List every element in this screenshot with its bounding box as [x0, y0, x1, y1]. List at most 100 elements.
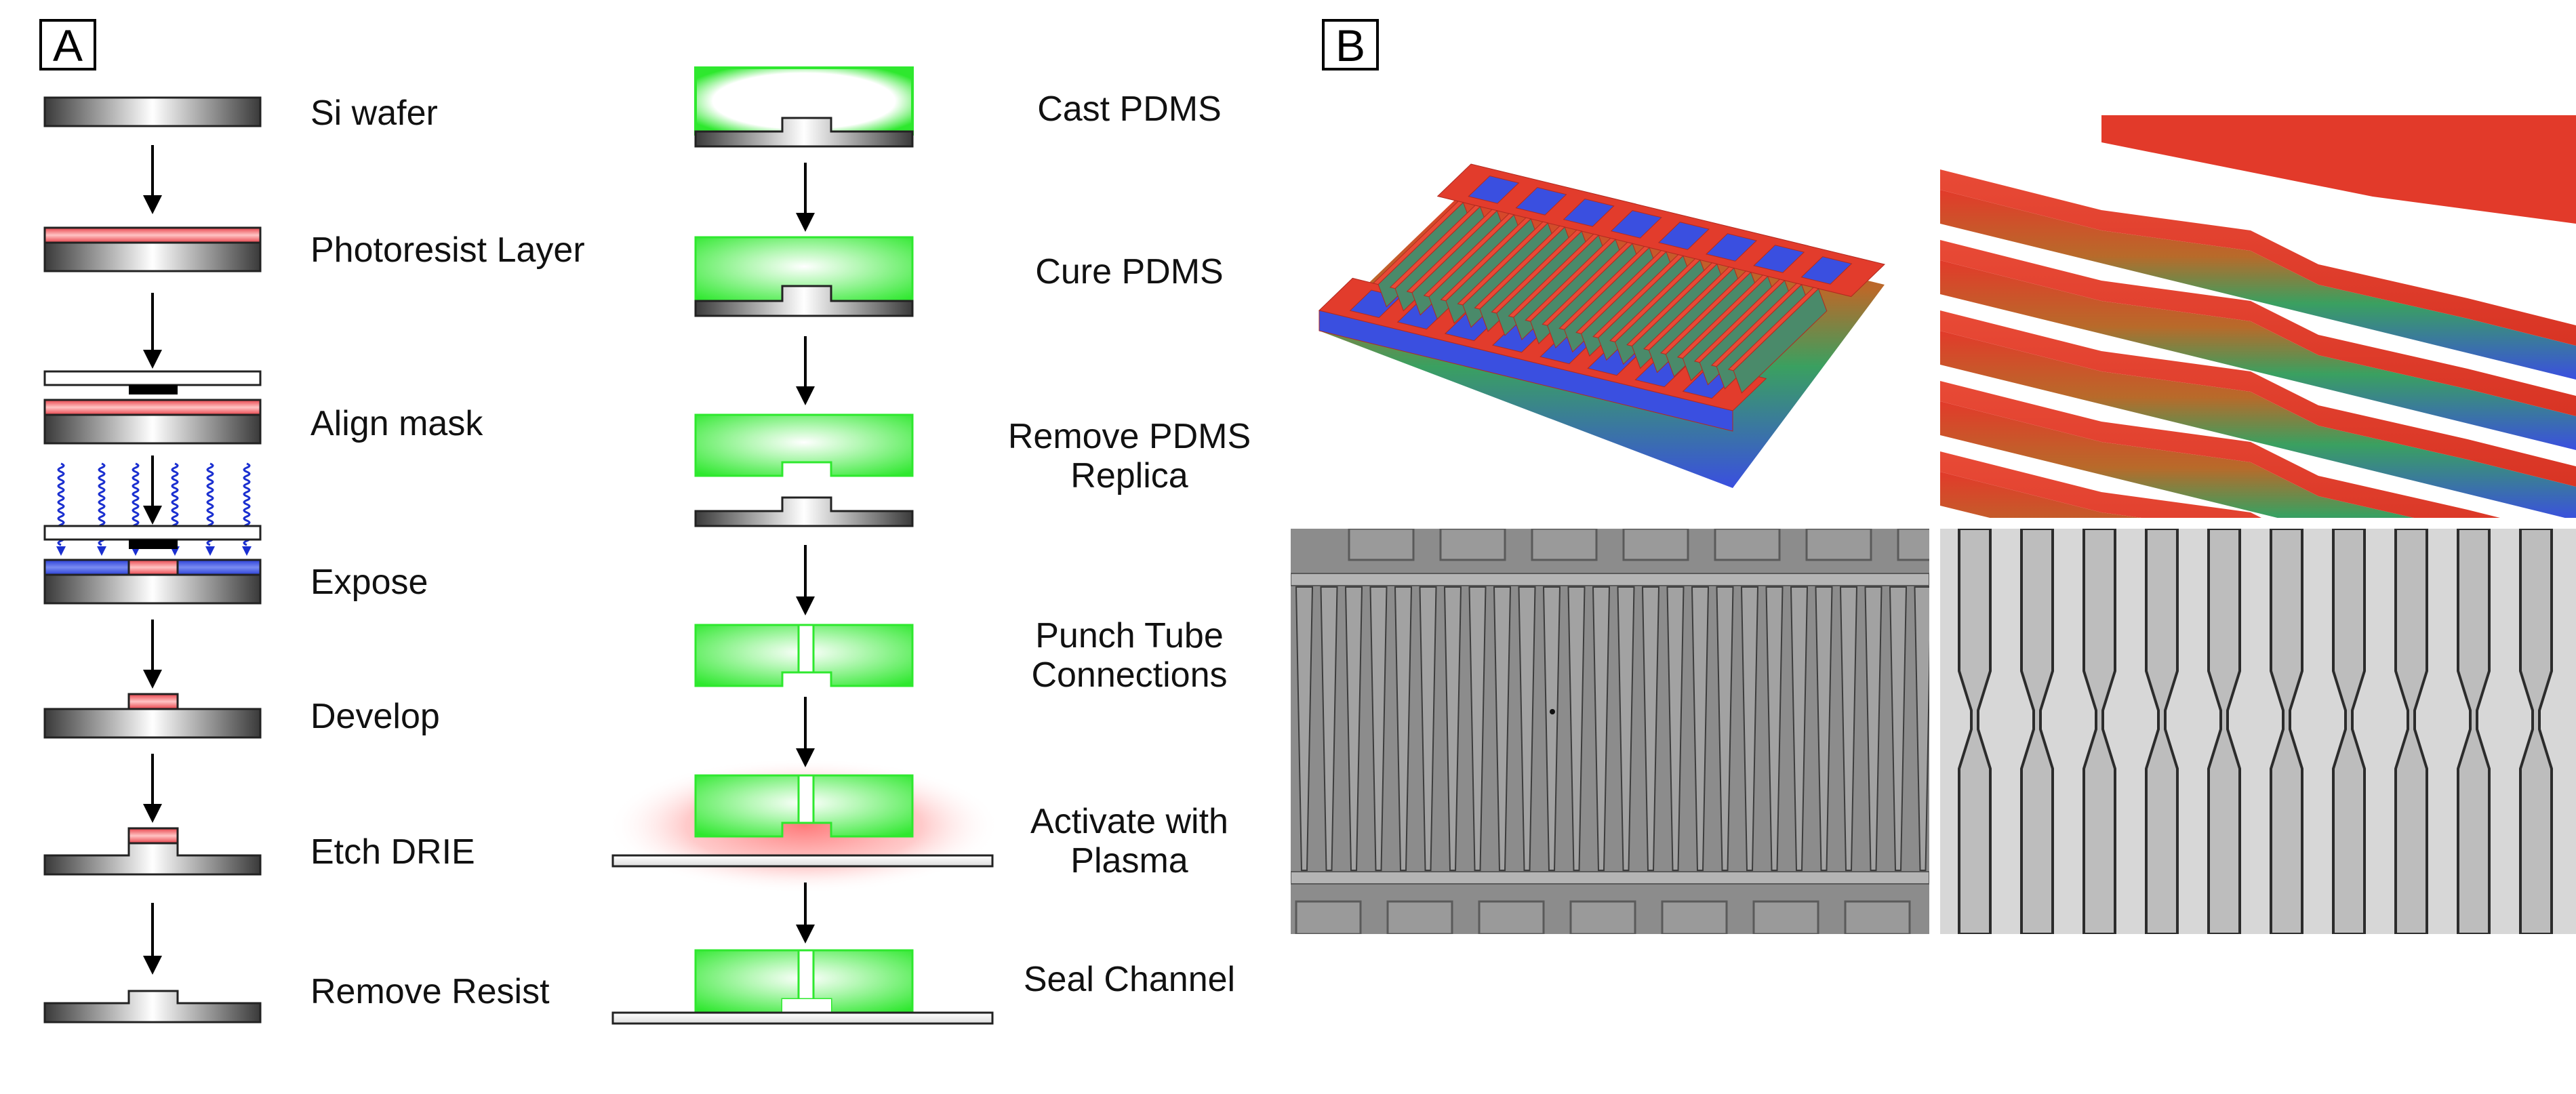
micrograph-taper: [1542, 586, 1561, 871]
micrograph-taper: [1419, 586, 1437, 871]
micrograph-taper: [1394, 586, 1413, 871]
micrograph-tapered-channels: [1291, 529, 1929, 934]
step-label: Punch Tube: [1035, 616, 1224, 655]
micrograph-wall: [1291, 871, 1929, 885]
mask-chrome: [129, 385, 178, 394]
micrograph-taper: [1369, 586, 1388, 871]
uv-arrowhead: [97, 546, 106, 556]
micrograph-taper: [1716, 586, 1734, 871]
profilometry-3d-gratings: [1318, 163, 1886, 488]
grating-hole: [1657, 222, 1710, 250]
micrograph-block: [1295, 900, 1362, 934]
micrograph-taper: [1765, 586, 1784, 871]
micrograph-particle: [1550, 709, 1555, 714]
micrograph-block: [1348, 529, 1415, 561]
micrograph-block: [1478, 900, 1545, 934]
mask-glass: [43, 370, 262, 386]
micrograph-taper: [1691, 586, 1710, 871]
micrograph-constriction: [2394, 529, 2428, 934]
step-remove-resist: [43, 990, 262, 1024]
constriction-wall: [1940, 260, 2576, 450]
micrograph-constriction: [2332, 529, 2366, 934]
micrograph-block: [1439, 529, 1506, 561]
micrograph-constriction: [1958, 529, 1992, 934]
micrograph-block: [1531, 529, 1598, 561]
step-label: Develop: [310, 697, 440, 736]
micrograph-taper: [1889, 586, 1908, 871]
constriction-ridge-top: [1940, 169, 2576, 346]
micrograph-taper: [1815, 586, 1833, 871]
si-wafer: [43, 413, 262, 445]
step-etch: [43, 827, 262, 876]
micrograph-block: [1661, 900, 1728, 934]
micrograph-constriction: [2207, 529, 2241, 934]
resist-pattern: [127, 827, 179, 845]
micrograph-block: [1714, 529, 1781, 561]
step-label: Expose: [310, 563, 428, 602]
si-master-mold: [694, 285, 914, 317]
micrograph-taper: [1790, 586, 1809, 871]
step-si-wafer: [43, 96, 262, 127]
step-punch-tubes: [694, 624, 914, 687]
si-wafer: [43, 241, 262, 272]
punched-inlet: [797, 774, 815, 824]
step-develop: [43, 693, 262, 739]
exposed-resist: [176, 559, 262, 576]
step-label: Si wafer: [310, 94, 438, 133]
micrograph-taper: [1617, 586, 1635, 871]
grating-hole: [1515, 186, 1567, 216]
sealed-channel: [782, 999, 831, 1013]
micrograph-block: [1386, 900, 1453, 934]
grating-hole: [1706, 233, 1758, 262]
step-label: Seal Channel: [1024, 960, 1235, 999]
constriction-ridge-top: [1940, 381, 2500, 518]
step-label: Cure PDMS: [1035, 252, 1223, 291]
constriction-ridge-top: [1940, 451, 2261, 518]
constriction-ridges: [1940, 115, 2576, 518]
photoresist-layer: [43, 399, 262, 416]
step-label: Align mask: [310, 404, 483, 443]
micrograph-taper: [1914, 586, 1929, 871]
micrograph-taper: [1295, 586, 1314, 871]
grating-hole: [1610, 210, 1662, 239]
micrograph-block: [1752, 900, 1819, 934]
grating-hole: [1468, 175, 1520, 204]
si-wafer: [43, 573, 262, 605]
step-remove-replica: [694, 413, 914, 527]
step-label: Activate with: [1030, 802, 1228, 841]
grating-ridges: [1318, 163, 1886, 432]
grating-hole: [1753, 245, 1805, 273]
photoresist-layer: [43, 226, 262, 244]
pdms-replica: [694, 413, 914, 477]
photolithography-column: Si wafer Photoresist Layer Align mask Ex…: [43, 94, 585, 1024]
micrograph-taper: [1468, 586, 1487, 871]
punched-inlet: [797, 949, 815, 1000]
step-label: Plasma: [1070, 841, 1188, 880]
micrograph-gratings: [1291, 529, 1929, 934]
step-label: Etch DRIE: [310, 832, 475, 872]
si-master-mold: [43, 990, 262, 1024]
uv-arrowhead: [242, 546, 251, 556]
panel-b-letter: B: [1335, 20, 1365, 70]
uv-arrowhead: [56, 546, 66, 556]
step-label: Remove Resist: [310, 972, 550, 1011]
step-expose: [43, 462, 262, 605]
micrograph-taper: [1493, 586, 1512, 871]
micrograph-constriction: [2145, 529, 2179, 934]
micrograph-block: [1569, 900, 1636, 934]
micrograph-block: [1897, 529, 1929, 561]
panel-b-label: B: [1322, 19, 1379, 70]
micrograph-taper: [1666, 586, 1685, 871]
micrograph-block: [1844, 900, 1911, 934]
profilometry-3d-constrictions: [1940, 115, 2576, 518]
micrograph-taper: [1864, 586, 1883, 871]
unexposed-resist: [127, 559, 179, 576]
etched-si-wafer: [43, 842, 262, 876]
constriction-wall: [1940, 331, 2576, 518]
punched-inlet: [797, 624, 815, 674]
step-label: Remove PDMS: [1008, 417, 1251, 456]
step-label: Cast PDMS: [1037, 89, 1222, 129]
